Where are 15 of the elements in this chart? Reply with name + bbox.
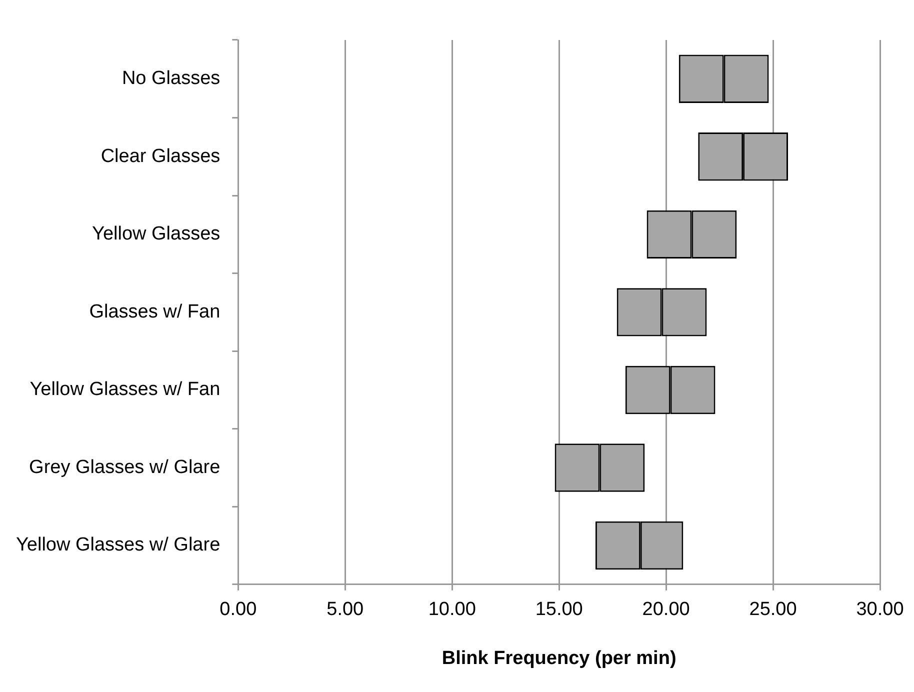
- x-tick-label: 30.00: [856, 599, 904, 620]
- y-tick-label: Grey Glasses w/ Glare: [29, 456, 220, 478]
- x-axis-title: Blink Frequency (per min): [442, 648, 676, 669]
- y-tick-label: Glasses w/ Fan: [89, 301, 220, 322]
- y-tick-label: No Glasses: [122, 68, 220, 90]
- x-tick-label: 20.00: [642, 599, 690, 620]
- y-tick-label: Yellow Glasses w/ Fan: [30, 379, 220, 400]
- x-tick-label: 10.00: [428, 599, 476, 620]
- y-tick-label: Yellow Glasses w/ Glare: [16, 534, 220, 556]
- x-tick-label: 0.00: [220, 599, 257, 620]
- y-tick-label: Yellow Glasses: [92, 224, 220, 245]
- x-tick-label: 15.00: [535, 599, 583, 620]
- x-tick-label: 25.00: [749, 599, 797, 620]
- x-tick-label: 5.00: [326, 599, 364, 620]
- y-tick-label: Clear Glasses: [100, 146, 220, 167]
